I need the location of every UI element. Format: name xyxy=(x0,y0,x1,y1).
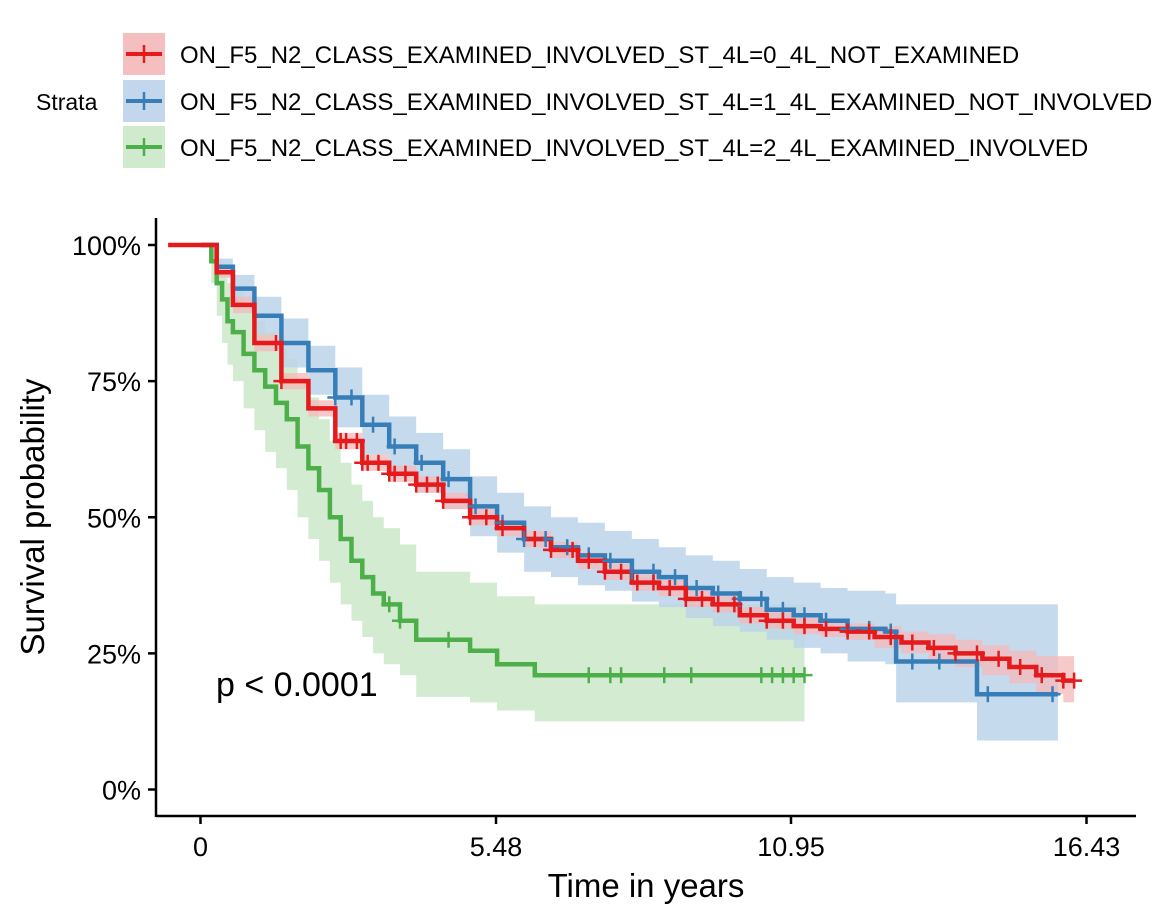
censor-mark-0-18 xyxy=(526,531,543,548)
censor-marks xyxy=(267,335,1083,703)
legend-label-1: ON_F5_N2_CLASS_EXAMINED_INVOLVED_ST_4L=1… xyxy=(180,89,1152,116)
censor-mark-2-3 xyxy=(580,667,597,684)
censor-mark-2-12 xyxy=(796,667,813,684)
y-tick-label-3: 75% xyxy=(87,367,141,397)
censor-mark-1-12 xyxy=(602,552,619,569)
censor-mark-0-28 xyxy=(694,590,711,607)
censor-mark-0-33 xyxy=(774,612,791,629)
censor-mark-2-1 xyxy=(392,612,409,629)
y-axis-ticks: 0% 25% 50% 75% 100% xyxy=(72,231,156,806)
censor-mark-0-35 xyxy=(818,620,835,637)
legend-entry-0: ON_F5_N2_CLASS_EXAMINED_INVOLVED_ST_4L=0… xyxy=(123,33,1019,75)
y-tick-label-4: 100% xyxy=(72,231,141,261)
censor-mark-1-27 xyxy=(931,653,948,670)
censor-mark-0-25 xyxy=(645,574,662,591)
censor-mark-0-29 xyxy=(710,596,727,613)
censor-mark-0-20 xyxy=(564,541,581,558)
censor-mark-0-26 xyxy=(661,580,678,597)
censor-mark-0-24 xyxy=(629,574,646,591)
censor-mark-0-15 xyxy=(462,509,479,526)
censor-mark-1-6 xyxy=(467,498,484,515)
x-tick-label-0: 0 xyxy=(193,832,208,862)
censor-mark-2-5 xyxy=(613,667,630,684)
censor-mark-2-6 xyxy=(656,667,673,684)
legend-title: Strata xyxy=(36,89,98,115)
censor-mark-0-19 xyxy=(543,541,560,558)
legend-label-0: ON_F5_N2_CLASS_EXAMINED_INVOLVED_ST_4L=0… xyxy=(180,42,1019,69)
x-tick-label-1: 5.48 xyxy=(470,832,523,862)
x-axis-title: Time in years xyxy=(548,867,745,904)
censor-mark-1-19 xyxy=(753,590,770,607)
y-tick-label-2: 50% xyxy=(87,503,141,533)
legend-entry-1: ON_F5_N2_CLASS_EXAMINED_INVOLVED_ST_4L=1… xyxy=(123,80,1152,122)
p-value-annotation: p < 0.0001 xyxy=(216,666,378,704)
censor-mark-1-1 xyxy=(343,389,360,406)
censor-mark-0-22 xyxy=(596,563,613,580)
legend-label-2: ON_F5_N2_CLASS_EXAMINED_INVOLVED_ST_4L=2… xyxy=(180,135,1088,162)
censor-mark-0-27 xyxy=(677,590,694,607)
censor-mark-0-4 xyxy=(348,433,365,450)
censor-mark-2-7 xyxy=(683,667,700,684)
censor-mark-1-5 xyxy=(440,471,457,488)
censor-mark-0-14 xyxy=(435,492,452,509)
censor-mark-0-31 xyxy=(742,607,759,624)
censor-mark-0-37 xyxy=(861,623,878,640)
ci-ribbon-1 xyxy=(200,245,1058,741)
y-axis-title: Survival probability xyxy=(14,378,51,655)
censor-mark-1-16 xyxy=(688,580,705,597)
censor-mark-1-15 xyxy=(667,569,684,586)
censor-mark-0-10 xyxy=(397,465,414,482)
ci-ribbon-2 xyxy=(200,245,805,722)
x-axis-ticks: 0 5.48 10.95 16.43 xyxy=(193,816,1120,862)
censor-mark-0-45 xyxy=(1033,667,1050,684)
x-tick-label-2: 10.95 xyxy=(757,832,825,862)
x-tick-label-3: 16.43 xyxy=(1053,832,1121,862)
y-tick-label-1: 25% xyxy=(87,639,141,669)
legend-entry-2: ON_F5_N2_CLASS_EXAMINED_INVOLVED_ST_4L=2… xyxy=(123,126,1088,168)
censor-mark-1-28 xyxy=(979,686,996,703)
censor-mark-0-1 xyxy=(273,373,290,390)
censor-mark-0-30 xyxy=(726,596,743,613)
censor-mark-0-42 xyxy=(969,645,986,662)
censor-mark-0-43 xyxy=(990,650,1007,667)
censor-mark-0-38 xyxy=(882,629,899,646)
censor-mark-0-44 xyxy=(1012,658,1029,675)
censor-mark-1-29 xyxy=(1044,686,1061,703)
censor-mark-2-0 xyxy=(381,596,398,613)
y-tick-label-0: 0% xyxy=(102,776,141,806)
legend: Strata ON_F5_N2_CLASS_EXAMINED_INVOLVED_… xyxy=(36,33,1152,168)
censor-mark-2-2 xyxy=(440,631,457,648)
censor-mark-1-4 xyxy=(413,454,430,471)
censor-mark-0-32 xyxy=(758,612,775,629)
censor-mark-1-0 xyxy=(327,389,344,406)
censor-mark-0-16 xyxy=(478,509,495,526)
censor-mark-0-17 xyxy=(494,520,511,537)
censor-mark-0-0 xyxy=(267,335,284,352)
censor-mark-1-3 xyxy=(386,438,403,455)
censor-mark-0-40 xyxy=(925,639,942,656)
censor-mark-0-34 xyxy=(796,618,813,635)
censor-mark-0-47 xyxy=(1066,672,1083,689)
survival-curve-2 xyxy=(200,242,805,678)
censor-mark-0-7 xyxy=(370,454,387,471)
censor-mark-1-26 xyxy=(904,653,921,670)
legend-entries: ON_F5_N2_CLASS_EXAMINED_INVOLVED_ST_4L=0… xyxy=(123,33,1152,168)
censor-mark-0-39 xyxy=(904,634,921,651)
censor-mark-0-21 xyxy=(580,552,597,569)
censor-mark-1-2 xyxy=(365,416,382,433)
censor-mark-0-23 xyxy=(613,563,630,580)
censor-mark-0-41 xyxy=(947,645,964,662)
censor-mark-0-36 xyxy=(839,623,856,640)
censor-mark-0-13 xyxy=(429,476,446,493)
